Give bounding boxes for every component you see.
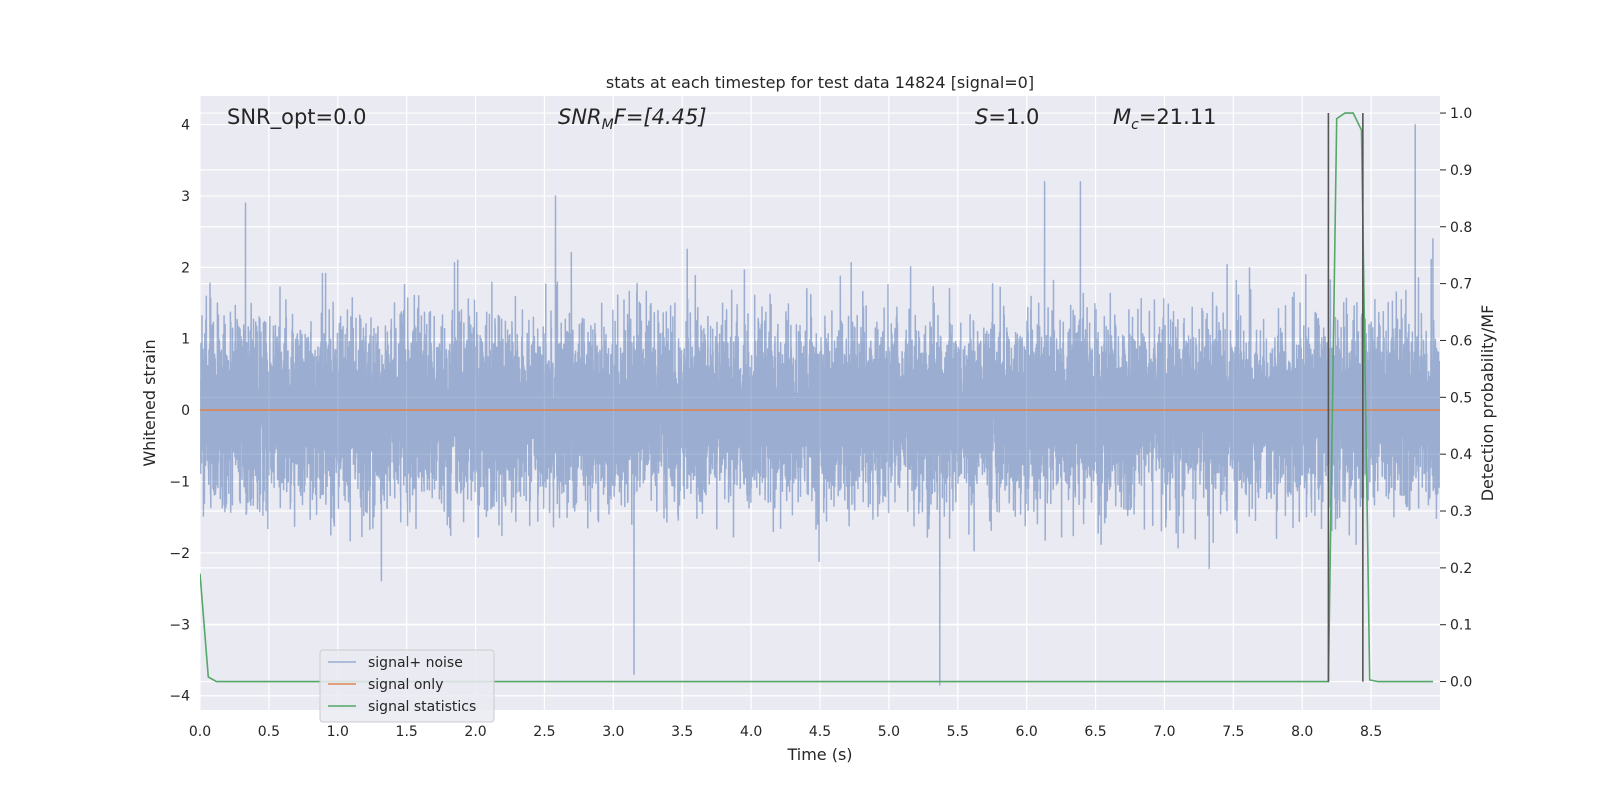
right-y-tick-label-9: 0.9 [1450, 163, 1472, 179]
series-signal-noise [200, 123, 1440, 686]
annotation-s-symbol: S [975, 105, 988, 129]
x-tick-label-12: 6.0 [1016, 724, 1038, 740]
annotation-snrmf-subscript: M [602, 117, 614, 133]
legend-box [319, 649, 495, 723]
x-tick-label-8: 4.0 [740, 724, 762, 740]
right-y-tick-label-10: 1.0 [1450, 106, 1472, 122]
x-tick-label-6: 3.0 [602, 724, 624, 740]
y-tick-label-1: −3 [169, 617, 190, 633]
legend-label-signal-noise: signal+ noise [368, 655, 463, 671]
x-tick-label-2: 1.0 [327, 724, 349, 740]
legend: signal+ noise signal only signal statist… [319, 649, 495, 723]
y-tick-label-5: 1 [181, 332, 190, 348]
x-tick-label-1: 0.5 [258, 724, 280, 740]
annotation-snrmf-symbol: SNR [558, 105, 602, 129]
y-tick-label-4: 0 [181, 403, 190, 419]
right-y-tick-label-4: 0.4 [1450, 447, 1472, 463]
y-tick-label-7: 3 [181, 189, 190, 205]
annotation-mc-subscript: c [1131, 117, 1139, 133]
right-y-tick-label-0: 0.0 [1450, 675, 1472, 691]
annotation-s: S=1.0 [975, 105, 1039, 129]
right-y-axis-label: Detection probability/MF [1478, 305, 1497, 502]
y-tick-label-3: −1 [169, 475, 190, 491]
x-tick-label-4: 2.0 [464, 724, 486, 740]
annotation-snrmf: SNRMF=[4.45] [558, 105, 707, 133]
y-axis-label: Whitened strain [140, 339, 159, 466]
legend-label-signal-statistics: signal statistics [368, 699, 476, 715]
y-tick-labels: −4 −3 −2 −1 0 1 2 3 4 [169, 118, 190, 705]
annotation-snrmf-value: F=[4.45] [614, 105, 707, 129]
right-y-tick-labels: 0.0 0.1 0.2 0.3 0.4 0.5 0.6 0.7 0.8 0.9 1.0 [1440, 106, 1472, 691]
vertical-lines [1327, 113, 1364, 682]
annotation-snr-opt: SNR_opt=0.0 [227, 105, 367, 130]
annotation-mc-symbol: M [1113, 105, 1131, 129]
x-axis-label: Time (s) [786, 745, 852, 764]
right-y-tick-label-5: 0.5 [1450, 390, 1472, 406]
x-tick-label-3: 1.5 [396, 724, 418, 740]
legend-label-signal-only: signal only [368, 677, 443, 693]
y-tick-label-8: 4 [181, 118, 190, 134]
x-tick-label-0: 0.0 [189, 724, 211, 740]
annotation-mc: Mc=21.11 [1113, 105, 1217, 133]
right-y-tick-label-1: 0.1 [1450, 618, 1472, 634]
right-y-tick-label-6: 0.6 [1450, 333, 1472, 349]
x-tick-label-10: 5.0 [878, 724, 900, 740]
x-tick-label-13: 6.5 [1084, 724, 1106, 740]
x-tick-label-11: 5.5 [947, 724, 969, 740]
right-y-tick-label-7: 0.7 [1450, 277, 1472, 293]
right-y-tick-label-2: 0.2 [1450, 561, 1472, 577]
annotation-mc-value: =21.11 [1139, 105, 1217, 129]
annotation-s-value: =1.0 [988, 105, 1039, 129]
series-layer [200, 112, 1440, 686]
y-tick-label-0: −4 [169, 689, 190, 705]
x-tick-label-9: 4.5 [809, 724, 831, 740]
right-y-tick-label-8: 0.8 [1450, 220, 1472, 236]
chart-title: stats at each timestep for test data 148… [606, 73, 1034, 92]
x-tick-label-7: 3.5 [671, 724, 693, 740]
y-tick-label-6: 2 [181, 260, 190, 276]
x-tick-label-17: 8.5 [1360, 724, 1382, 740]
x-tick-label-15: 7.5 [1222, 724, 1244, 740]
x-tick-label-14: 7.0 [1153, 724, 1175, 740]
series-signal-statistics [200, 112, 1434, 683]
x-tick-labels: 0.0 0.5 1.0 1.5 2.0 2.5 3.0 3.5 4.0 4.5 5.0 5.5 6.0 6… [189, 724, 1382, 740]
right-y-tick-label-3: 0.3 [1450, 504, 1472, 520]
x-tick-label-16: 8.0 [1291, 724, 1313, 740]
x-tick-label-5: 2.5 [533, 724, 555, 740]
y-tick-label-2: −2 [169, 546, 190, 562]
